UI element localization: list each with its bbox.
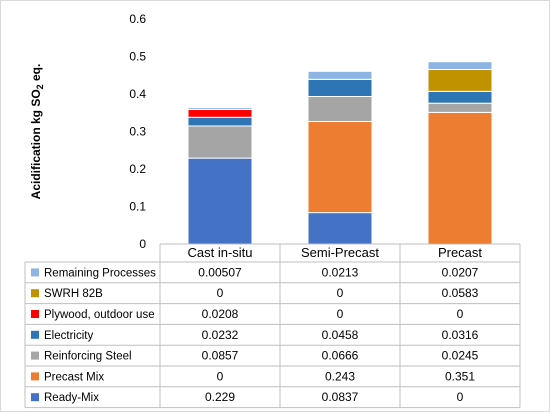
- table-value: 0.0458: [322, 328, 359, 342]
- table-value: 0.0232: [202, 328, 239, 342]
- y-axis-label: Acidification kg SO2 eq.: [29, 64, 45, 200]
- table-value: 0: [337, 307, 344, 321]
- bar-segment: [427, 61, 493, 70]
- bar-segment: [427, 111, 493, 245]
- legend-label: Remaining Processes: [44, 267, 156, 279]
- legend-swatch: [31, 393, 39, 402]
- y-tick-label: 0.5: [129, 50, 146, 64]
- bar-segment: [427, 90, 493, 104]
- bar-segment: [427, 68, 493, 92]
- data-table: Cast in-situ Semi-Precast Precast Remaining…: [24, 243, 521, 409]
- legend-label: Electricity: [44, 330, 93, 342]
- table-value: 0.00507: [198, 265, 242, 279]
- table-value: 0.0245: [442, 349, 479, 363]
- bar-segment: [187, 116, 253, 127]
- table-value: 0.243: [325, 369, 355, 383]
- table-value: 0: [457, 307, 464, 321]
- legend-label: Ready-Mix: [44, 392, 99, 404]
- table-value: 0.0857: [202, 349, 239, 363]
- bar-segment: [307, 96, 373, 122]
- y-axis: 0 0.1 0.2 0.3 0.4 0.5 0.6: [129, 12, 146, 251]
- legend-swatch: [31, 330, 39, 339]
- y-tick-label: 0.1: [129, 200, 146, 214]
- bar-segment: [307, 78, 373, 98]
- table-value: 0.0666: [322, 349, 359, 363]
- table-value: 0.0208: [202, 307, 239, 321]
- bar-segment: [187, 125, 253, 159]
- table-value: 0: [217, 369, 224, 383]
- table-value: 0.0213: [322, 265, 359, 279]
- table-value: 0.351: [445, 369, 475, 383]
- table-value: 0.229: [205, 390, 235, 404]
- y-axis-title-subscript: 2: [35, 84, 45, 89]
- y-tick-label: 0: [139, 237, 146, 251]
- bar-segment: [307, 70, 373, 80]
- legend-swatch: [31, 310, 39, 318]
- table-value: 0: [457, 390, 464, 404]
- y-tick-label: 0.6: [129, 12, 146, 26]
- x-category-label: Cast in-situ: [187, 245, 252, 260]
- legend-label: Plywood, outdoor use: [44, 309, 155, 321]
- legend-label: Reinforcing Steel: [44, 351, 132, 363]
- legend-swatch: [31, 268, 39, 277]
- table-value: 0.0207: [442, 265, 479, 279]
- bars: [187, 61, 493, 245]
- table-value: 0.0837: [322, 390, 359, 404]
- y-axis-title-main: Acidification kg SO: [29, 89, 43, 199]
- bar-segment: [427, 102, 493, 113]
- y-tick-label: 0.4: [129, 87, 146, 101]
- bar-segment: [187, 107, 253, 110]
- table-value: 0: [337, 286, 344, 300]
- table-value: 0: [217, 286, 224, 300]
- legend-swatch: [31, 289, 39, 298]
- legend-swatch: [31, 372, 39, 381]
- table-value: 0.0316: [442, 328, 479, 342]
- legend-label: SWRH 82B: [44, 288, 103, 300]
- y-axis-title-tail: eq.: [29, 64, 43, 85]
- x-category-label: Precast: [438, 245, 482, 260]
- table-value: 0.0583: [442, 286, 479, 300]
- y-axis-title: Acidification kg SO2 eq.: [29, 64, 45, 200]
- y-tick-label: 0.2: [129, 162, 146, 176]
- x-category-label: Semi-Precast: [301, 245, 379, 260]
- legend-swatch: [31, 351, 39, 360]
- y-tick-label: 0.3: [129, 125, 146, 139]
- bar-segment: [307, 120, 373, 214]
- bar-segment: [307, 212, 373, 245]
- bar-segment: [187, 157, 253, 245]
- legend-label: Precast Mix: [44, 371, 104, 383]
- bar-segment: [187, 108, 253, 118]
